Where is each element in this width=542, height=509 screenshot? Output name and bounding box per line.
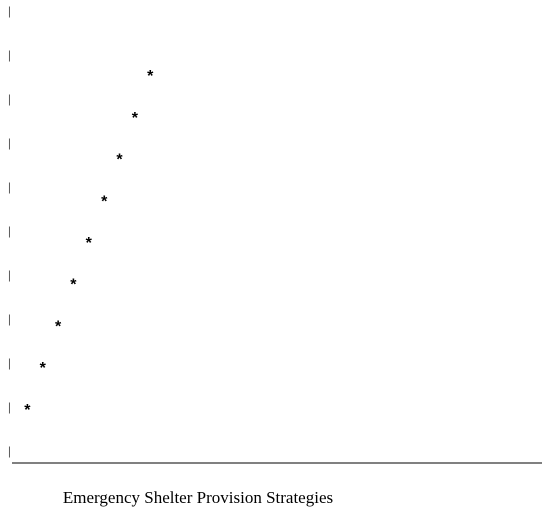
y-axis-tick: | (8, 267, 11, 282)
y-axis-tick: | (8, 91, 11, 106)
y-axis-tick: | (8, 179, 11, 194)
y-axis-tick: | (8, 399, 11, 414)
y-axis-tick: | (8, 3, 11, 18)
data-point: * (40, 360, 47, 377)
y-axis-tick: | (8, 47, 11, 62)
data-point: * (70, 277, 77, 294)
data-point: * (132, 110, 139, 127)
y-axis-tick: | (8, 355, 11, 370)
data-point: * (116, 152, 123, 169)
data-point: * (147, 68, 154, 85)
data-point: * (101, 193, 108, 210)
y-axis-tick: | (8, 135, 11, 150)
y-axis-tick: | (8, 223, 11, 238)
data-point: * (24, 402, 31, 419)
data-point: * (86, 235, 93, 252)
x-axis-title: Emergency Shelter Provision Strategies (63, 488, 333, 507)
y-axis-ticks: | | | | | | | | | | | (8, 3, 11, 458)
y-axis-tick: | (8, 311, 11, 326)
y-axis-tick: | (8, 443, 11, 458)
data-points: * * * * * * * * * (24, 68, 154, 419)
data-point: * (55, 318, 62, 335)
